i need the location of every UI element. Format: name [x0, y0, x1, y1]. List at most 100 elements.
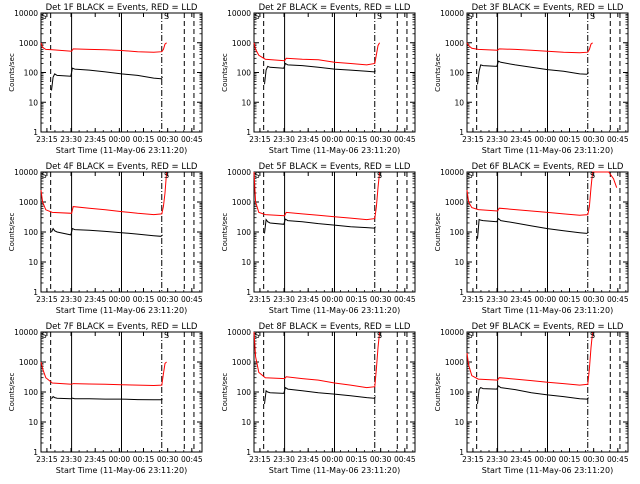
plot-panel-4: Det 4F BLACK = Events, RED = LLD 1 10 100 10…: [8, 162, 203, 315]
plot-title: Det 5F BLACK = Events, RED = LLD: [259, 162, 411, 172]
x-tick-label: 00:15: [133, 135, 155, 144]
y-tick-label: 100: [450, 388, 465, 397]
y-tick-label: 100: [24, 69, 39, 78]
saa-marker: S: [42, 331, 47, 340]
y-tick-label: 10: [241, 98, 251, 107]
x-tick-label: 00:15: [346, 295, 368, 304]
series-line-lld: [466, 171, 618, 216]
saa-marker: S: [164, 12, 169, 21]
y-tick-label: 100: [450, 69, 465, 78]
y-tick-label: 1: [246, 448, 251, 457]
y-axis-title: Counts/sec: [221, 213, 229, 252]
x-tick-label: 00:30: [370, 135, 392, 144]
x-tick-label: 00:15: [559, 455, 581, 464]
x-axis-title: Start Time (11-May-06 23:11:20): [56, 306, 187, 315]
x-tick-label: 00:00: [109, 295, 131, 304]
plot-panel-9: Det 9F BLACK = Events, RED = LLD 1 10 100 10…: [434, 322, 629, 475]
y-tick-label: 1000: [232, 198, 251, 207]
x-tick-label: 00:45: [607, 455, 629, 464]
series-line-events: [51, 395, 163, 401]
y-axis-title: Counts/sec: [8, 373, 16, 412]
x-tick-label: 00:45: [181, 135, 203, 144]
y-tick-label: 10: [28, 418, 38, 427]
y-tick-label: 1: [459, 288, 464, 297]
y-tick-label: 1000: [445, 198, 464, 207]
saa-marker: S: [164, 331, 169, 340]
series-line-events: [264, 218, 376, 234]
y-tick-label: 10000: [14, 9, 38, 18]
saa-marker: S: [255, 331, 260, 340]
plot-panel-3: Det 3F BLACK = Events, RED = LLD 1 10 100 10…: [434, 3, 629, 155]
x-tick-label: 23:45: [84, 455, 106, 464]
x-tick-label: 23:30: [486, 455, 508, 464]
y-tick-label: 100: [24, 228, 39, 237]
saa-marker: S: [42, 12, 47, 21]
y-tick-label: 10000: [227, 9, 251, 18]
x-tick-label: 23:30: [60, 455, 82, 464]
x-tick-label: 00:45: [394, 135, 416, 144]
y-axis-title: Counts/sec: [434, 53, 442, 92]
y-tick-label: 1000: [445, 358, 464, 367]
saa-marker: S: [468, 171, 473, 180]
y-tick-label: 10000: [440, 328, 464, 337]
x-tick-label: 00:15: [346, 135, 368, 144]
y-axis-title: Counts/sec: [434, 213, 442, 252]
series-line-lld: [40, 171, 168, 216]
y-tick-label: 1: [246, 288, 251, 297]
x-axis-title: Start Time (11-May-06 23:11:20): [56, 146, 187, 155]
y-axis-title: Counts/sec: [8, 213, 16, 252]
x-tick-label: 00:45: [181, 295, 203, 304]
x-tick-label: 23:45: [510, 455, 532, 464]
x-axis-title: Start Time (11-May-06 23:11:20): [269, 306, 400, 315]
y-tick-label: 1: [33, 128, 38, 137]
plot-panel-8: Det 8F BLACK = Events, RED = LLD 1 10 100 10…: [221, 322, 416, 475]
x-axis-title: Start Time (11-May-06 23:11:20): [482, 306, 613, 315]
saa-marker: S: [468, 331, 473, 340]
plot-title: Det 9F BLACK = Events, RED = LLD: [472, 322, 624, 332]
y-axis-title: Counts/sec: [434, 373, 442, 412]
y-tick-label: 100: [237, 388, 252, 397]
x-tick-label: 23:45: [297, 135, 319, 144]
x-tick-label: 00:00: [322, 295, 344, 304]
x-tick-label: 00:30: [583, 295, 605, 304]
y-tick-label: 10: [28, 258, 38, 267]
x-tick-label: 00:30: [157, 455, 179, 464]
x-tick-label: 00:45: [394, 295, 416, 304]
plot-panel-1: Det 1F BLACK = Events, RED = LLD 1 10 100 10…: [8, 3, 203, 155]
series-line-lld: [253, 331, 381, 389]
saa-marker: S: [164, 171, 169, 180]
x-axis-title: Start Time (11-May-06 23:11:20): [269, 146, 400, 155]
y-tick-label: 10: [241, 418, 251, 427]
y-tick-label: 100: [24, 388, 39, 397]
x-tick-label: 00:30: [583, 455, 605, 464]
saa-marker: S: [255, 171, 260, 180]
x-tick-label: 00:30: [157, 135, 179, 144]
y-axis-title: Counts/sec: [8, 53, 16, 92]
x-axis-title: Start Time (11-May-06 23:11:20): [56, 466, 187, 475]
y-tick-label: 10: [454, 98, 464, 107]
x-tick-label: 23:15: [36, 455, 58, 464]
x-tick-label: 23:45: [510, 295, 532, 304]
series-line-events: [477, 385, 589, 404]
x-tick-label: 23:30: [486, 135, 508, 144]
series-line-events: [477, 217, 589, 239]
y-tick-label: 100: [237, 228, 252, 237]
y-tick-label: 10000: [14, 328, 38, 337]
x-tick-label: 00:30: [157, 295, 179, 304]
x-tick-label: 23:45: [84, 295, 106, 304]
y-tick-label: 10: [241, 258, 251, 267]
saa-marker: S: [468, 12, 473, 21]
plot-title: Det 4F BLACK = Events, RED = LLD: [46, 162, 198, 172]
series-line-lld: [253, 171, 381, 221]
x-tick-label: 23:15: [249, 135, 271, 144]
plot-panel-7: Det 7F BLACK = Events, RED = LLD 1 10 100 10…: [8, 322, 203, 475]
x-tick-label: 23:30: [60, 135, 82, 144]
plot-title: Det 2F BLACK = Events, RED = LLD: [259, 3, 411, 13]
plot-title: Det 1F BLACK = Events, RED = LLD: [46, 3, 198, 13]
series-line-lld: [40, 361, 167, 387]
saa-marker: S: [255, 12, 260, 21]
y-axis-title: Counts/sec: [221, 53, 229, 92]
x-tick-label: 00:00: [535, 455, 557, 464]
x-tick-label: 00:00: [535, 295, 557, 304]
